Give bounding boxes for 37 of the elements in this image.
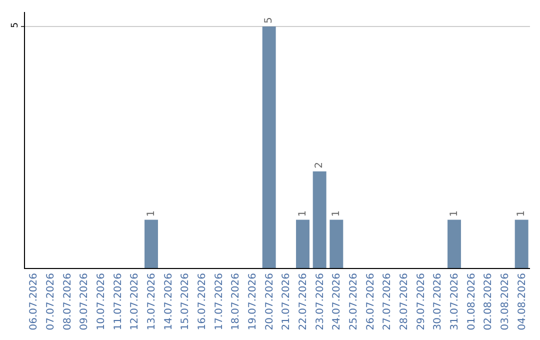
x-tick-label: 02.08.2026 — [483, 273, 494, 330]
data-label: 1 — [516, 210, 528, 217]
x-tick-label: 13.07.2026 — [146, 273, 158, 330]
x-tick-label: 12.07.2026 — [130, 273, 141, 330]
x-tick-label: 28.07.2026 — [399, 273, 410, 330]
x-tick-label: 16.07.2026 — [197, 273, 208, 330]
x-tick-label: 17.07.2026 — [214, 273, 225, 330]
data-label: 1 — [297, 210, 308, 217]
x-tick-label: 24.07.2026 — [332, 273, 343, 330]
x-tick-label: 14.07.2026 — [163, 273, 174, 330]
x-tick-label: 01.08.2026 — [466, 273, 478, 330]
x-tick-label: 07.07.2026 — [46, 273, 56, 330]
x-tick-label: 15.07.2026 — [180, 273, 192, 330]
x-tick-label: 21.07.2026 — [281, 273, 292, 330]
x-tick-label: 23.07.2026 — [314, 273, 326, 330]
x-tick-label: 06.07.2026 — [28, 273, 40, 330]
data-label: 5 — [264, 17, 275, 24]
x-tick-label: 10.07.2026 — [96, 273, 107, 330]
x-tick-label: 08.07.2026 — [62, 273, 74, 330]
x-tick-label: 25.07.2026 — [348, 273, 360, 330]
x-tick-label: 11.07.2026 — [112, 273, 124, 330]
x-tick-label: 27.07.2026 — [382, 273, 394, 330]
x-tick-label: 22.07.2026 — [298, 273, 309, 330]
x-tick-label: 26.07.2026 — [365, 273, 376, 330]
data-label: 1 — [448, 210, 460, 217]
x-tick-label: 19.07.2026 — [248, 273, 258, 330]
x-tick-label: 29.07.2026 — [416, 273, 427, 330]
x-tick-label: 09.07.2026 — [79, 273, 90, 330]
x-tick-label: 31.07.2026 — [450, 273, 460, 330]
x-tick-label: 18.07.2026 — [230, 273, 242, 330]
data-label: 1 — [330, 210, 342, 217]
x-tick-label: 20.07.2026 — [264, 273, 276, 330]
data-label: 1 — [146, 210, 157, 217]
x-tick-label: 30.07.2026 — [432, 273, 444, 330]
x-tick-label: 04.08.2026 — [516, 273, 528, 330]
data-label: 2 — [314, 162, 326, 168]
x-tick-label: 03.08.2026 — [500, 273, 511, 330]
